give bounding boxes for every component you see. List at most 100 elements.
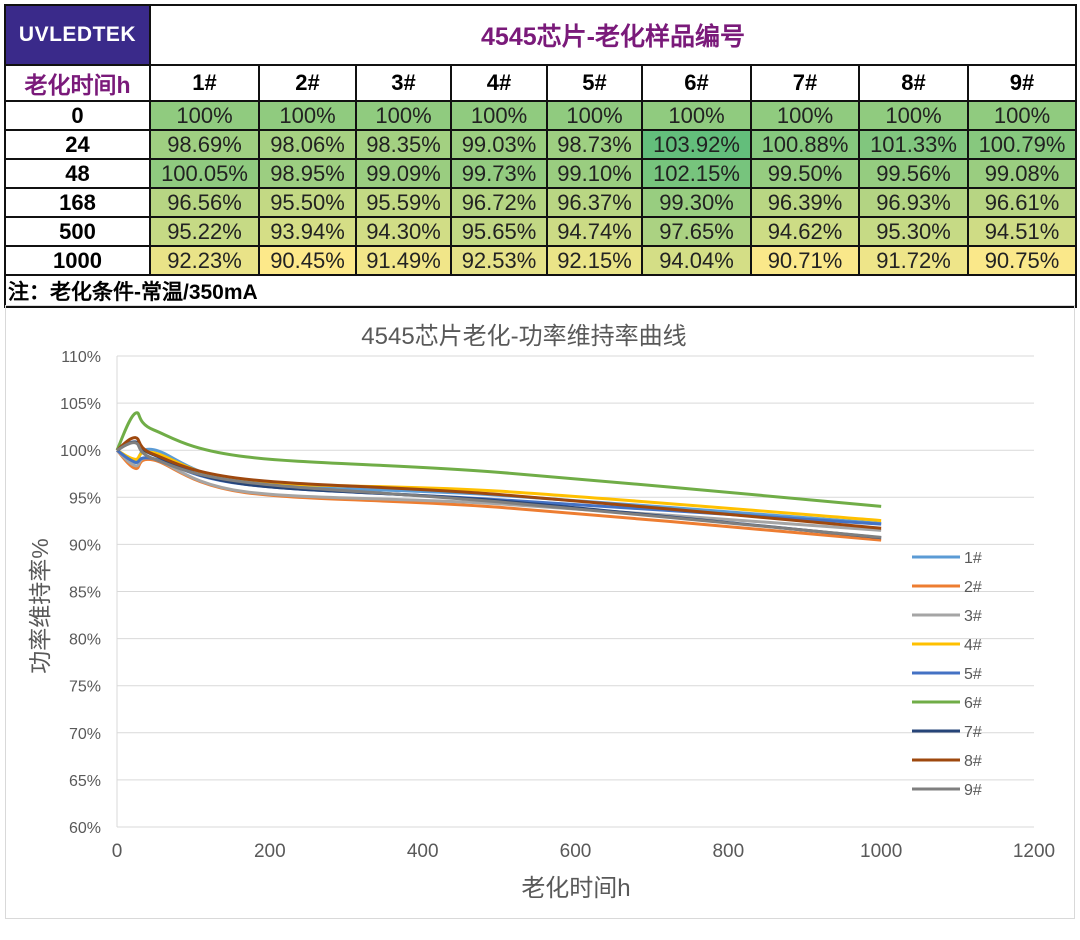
retention-cell: 100.88% [750,129,860,160]
retention-cell: 96.37% [546,187,643,218]
retention-cell: 95.30% [858,216,969,247]
legend-label: 5# [964,666,982,683]
retention-cell: 94.04% [641,245,752,276]
table-row: 0 100% 100% 100% 100% 100% 100% 100% 100% 100% [4,100,1077,131]
y-tick-label: 110% [61,349,101,366]
retention-cell: 90.45% [258,245,357,276]
retention-cell: 94.30% [355,216,452,247]
time-header: 老化时间h [4,64,151,102]
x-tick-label: 200 [254,841,286,862]
y-axis-label: 功率维持率% [27,538,53,673]
retention-cell: 96.72% [450,187,548,218]
x-axis-label: 老化时间h [521,875,630,902]
y-tick-label: 90% [69,537,101,554]
retention-cell: 100% [641,100,752,131]
table-row: 168 96.56% 95.50% 95.59% 96.72% 96.37% 99.30% 9… [4,187,1077,218]
y-tick-label: 105% [60,396,101,413]
brand-logo: UVLEDTEK [4,4,151,66]
table-row: 500 95.22% 93.94% 94.30% 95.65% 94.74% 97.65% 9… [4,216,1077,247]
retention-cell: 100% [450,100,548,131]
y-tick-label: 95% [69,490,101,507]
column-header: 2# [258,64,357,102]
y-tick-label: 85% [69,585,101,602]
retention-cell: 100% [546,100,643,131]
retention-cell: 98.73% [546,129,643,160]
retention-cell: 100% [967,100,1077,131]
series-line-8# [116,436,882,530]
retention-cell: 100.05% [149,158,260,189]
retention-cell: 100% [858,100,969,131]
column-header: 3# [355,64,452,102]
chart-area: 60% 65% 70% 75% 80% 85% 90% 95% 100% 105% 110% 0 200… [5,305,1075,919]
retention-cell: 92.23% [149,245,260,276]
legend-label: 3# [964,608,982,625]
y-tick-label: 70% [69,726,101,743]
retention-cell: 94.62% [750,216,860,247]
column-header: 8# [858,64,969,102]
x-tick-label: 1200 [1013,841,1055,862]
table-row: 24 98.69% 98.06% 98.35% 99.03% 98.73% 103.92% 1… [4,129,1077,160]
retention-cell: 96.93% [858,187,969,218]
retention-cell: 93.94% [258,216,357,247]
retention-cell: 103.92% [641,129,752,160]
retention-cell: 95.50% [258,187,357,218]
table-note: 注：老化条件-常温/350mA [4,274,1077,308]
retention-cell: 99.09% [355,158,452,189]
x-tick-label: 400 [407,841,439,862]
y-tick-label: 75% [69,679,101,696]
y-tick-label: 65% [69,773,101,790]
retention-cell: 98.35% [355,129,452,160]
x-tick-label: 1000 [860,841,902,862]
legend-label: 2# [964,579,982,596]
retention-cell: 99.30% [641,187,752,218]
retention-cell: 96.56% [149,187,260,218]
row-time: 168 [4,187,151,218]
column-header: 9# [967,64,1077,102]
retention-cell: 97.65% [641,216,752,247]
retention-cell: 101.33% [858,129,969,160]
retention-cell: 98.06% [258,129,357,160]
retention-cell: 92.15% [546,245,643,276]
retention-cell: 100% [258,100,357,131]
y-tick-label: 80% [69,632,101,649]
retention-cell: 94.51% [967,216,1077,247]
retention-cell: 98.69% [149,129,260,160]
column-header: 1# [149,64,260,102]
table-row: 48 100.05% 98.95% 99.09% 99.73% 99.10% 102.15%… [4,158,1077,189]
retention-cell: 95.65% [450,216,548,247]
row-time: 0 [4,100,151,131]
series-line-6# [115,411,882,508]
y-tick-label: 100% [60,443,101,460]
column-header: 5# [546,64,643,102]
aging-table: UVLEDTEK 4545芯片-老化样品编号 老化时间h 1# 2# 3# 4# 5# 6… [4,4,1077,308]
x-tick-label: 0 [112,841,123,862]
retention-cell: 100.79% [967,129,1077,160]
legend-label: 7# [964,724,982,741]
retention-cell: 99.08% [967,158,1077,189]
retention-cell: 96.61% [967,187,1077,218]
series-line-3# [115,449,882,532]
retention-cell: 99.56% [858,158,969,189]
chart-title: 4545芯片老化-功率维持率曲线 [361,323,686,350]
column-header: 7# [750,64,860,102]
retention-cell: 91.49% [355,245,452,276]
row-time: 24 [4,129,151,160]
table-title: 4545芯片-老化样品编号 [149,4,1077,66]
row-time: 48 [4,158,151,189]
retention-cell: 91.72% [858,245,969,276]
retention-cell: 90.75% [967,245,1077,276]
series-line-9# [116,441,882,539]
retention-cell: 100% [149,100,260,131]
x-tick-label: 800 [712,841,744,862]
retention-cell: 100% [750,100,860,131]
retention-cell: 99.03% [450,129,548,160]
legend-label: 6# [964,695,982,712]
retention-cell: 99.50% [750,158,860,189]
series-line-5# [116,448,882,526]
series-line-4# [116,448,882,523]
retention-cell: 98.95% [258,158,357,189]
retention-cell: 102.15% [641,158,752,189]
y-tick-label: 60% [69,820,101,837]
legend-label: 1# [964,550,982,567]
